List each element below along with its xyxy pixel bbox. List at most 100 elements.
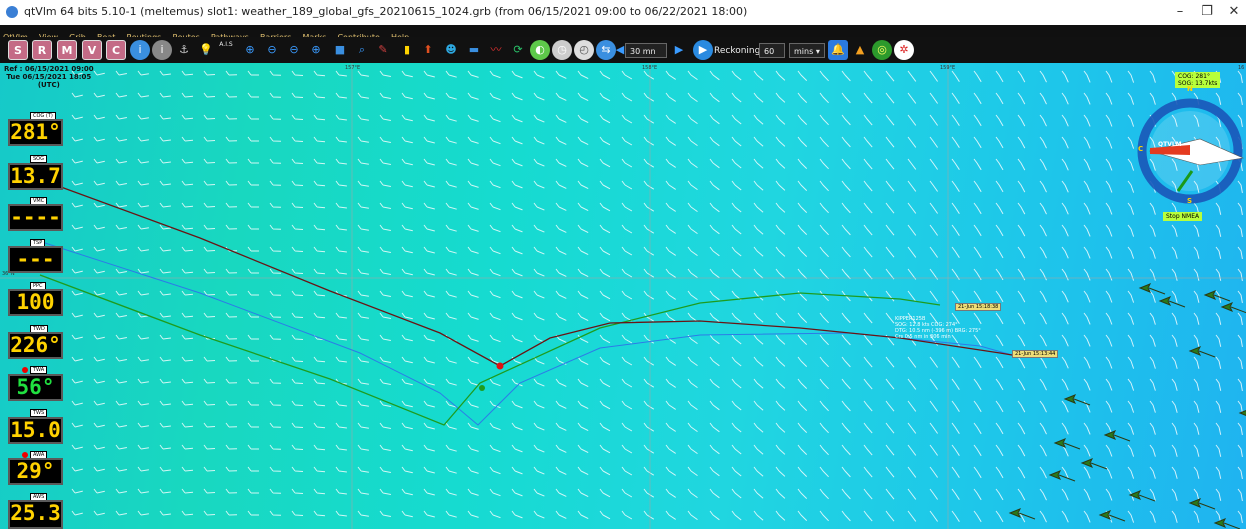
wind-barb — [621, 158, 633, 168]
time-step-select[interactable]: 30 mn ▾ — [625, 43, 667, 71]
wind-barb — [797, 180, 808, 191]
wind-barb — [511, 114, 523, 123]
zoom-in-icon[interactable]: ⊕ — [245, 43, 255, 56]
routing-button[interactable]: R — [32, 40, 52, 60]
minimize-button[interactable]: – — [1176, 4, 1184, 19]
wind-barb — [247, 444, 259, 450]
bulb-icon[interactable]: 💡 — [199, 43, 213, 56]
maximize-button[interactable]: ❐ — [1201, 4, 1213, 19]
start-button[interactable]: S — [8, 40, 28, 60]
mark-button[interactable]: M — [57, 40, 77, 60]
wind-barb — [929, 400, 939, 412]
wind-barb — [1215, 246, 1222, 259]
wind-barb — [1237, 290, 1243, 303]
wind-barb — [599, 224, 611, 234]
wind-barb — [709, 488, 720, 499]
vmc-display[interactable]: ---- — [8, 204, 63, 231]
wind-barb — [797, 92, 808, 103]
person-icon[interactable]: ☻ — [445, 43, 457, 56]
warning-icon[interactable]: ▲ — [855, 43, 865, 56]
map-canvas[interactable]: 157°E 158°E 159°E 16 36°N COG: 281° SOG:… — [0, 63, 1246, 529]
wind-barb — [885, 158, 895, 170]
zoom-fit-icon[interactable]: ⊖ — [289, 43, 299, 56]
stop-nmea-button[interactable]: Stop NMEA — [1163, 212, 1203, 221]
reckoning-spinbox[interactable]: 60 ⬍ — [759, 43, 785, 71]
tws-display[interactable]: 15.0 — [8, 417, 63, 444]
select-area-icon[interactable]: ■ — [334, 43, 346, 56]
wind-barb — [511, 488, 523, 497]
watch-icon[interactable]: ◴ — [574, 40, 594, 60]
wind-barb — [489, 70, 501, 79]
boat-icon[interactable]: ⚓ — [179, 43, 189, 56]
play-icon[interactable]: ▶ — [693, 40, 713, 60]
wind-barb — [291, 334, 304, 340]
ais-boat-icon — [1048, 470, 1076, 482]
target-icon[interactable]: ◎ — [872, 40, 892, 60]
wind-barb — [313, 268, 326, 275]
wind-barb — [577, 466, 589, 476]
step-back-icon[interactable]: ◀ — [615, 43, 625, 56]
lifebuoy-icon[interactable]: ✲ — [894, 40, 914, 60]
wind-barb — [1215, 334, 1222, 347]
route-end-label[interactable]: 21-Jun 15:13:44 — [1012, 350, 1059, 358]
wind-barb — [357, 92, 369, 99]
pencil-icon[interactable]: ✎ — [378, 43, 388, 56]
step-forward-icon[interactable]: ▶ — [674, 43, 684, 56]
wind-barb — [335, 510, 347, 517]
info-grey-icon[interactable]: i — [152, 40, 172, 60]
close-button[interactable]: ✕ — [1228, 4, 1240, 19]
wind-barb — [1127, 246, 1135, 259]
aws-display[interactable]: 25.3 — [8, 500, 63, 529]
twa-display[interactable]: 56° — [8, 374, 63, 401]
sog-display[interactable]: 13.7 — [8, 163, 63, 190]
wind-barb — [599, 334, 611, 344]
barrier-icon[interactable]: ▮ — [403, 43, 411, 56]
wind-barb — [709, 202, 720, 213]
ais-button[interactable]: A.I.S — [219, 41, 233, 48]
wind-barb — [973, 180, 982, 193]
polar-icon[interactable]: 〰 — [490, 43, 502, 56]
wind-barb — [467, 202, 479, 210]
vlm-button[interactable]: V — [82, 40, 102, 60]
wind-barb — [995, 180, 1004, 193]
wind-barb — [995, 114, 1004, 127]
route-end-label[interactable]: 21-Jun 15:18:38 — [955, 303, 1002, 311]
wind-barb — [841, 114, 851, 126]
ais-boat-icon — [1220, 302, 1246, 314]
wind-barb — [863, 114, 873, 126]
ppc-display[interactable]: 100 — [8, 289, 63, 316]
wind-barb — [247, 246, 259, 252]
wind-barb — [1193, 444, 1200, 457]
awa-display[interactable]: 29° — [8, 458, 63, 485]
search-icon[interactable]: ⌕ — [358, 43, 366, 56]
wind-barb — [665, 224, 676, 234]
info-icon[interactable]: i — [130, 40, 150, 60]
ruler-icon[interactable]: ▬ — [468, 43, 480, 56]
wind-barb — [159, 488, 171, 494]
wind-barb — [753, 334, 764, 345]
alarm-bell-icon[interactable]: 🔔 — [828, 40, 848, 60]
cog-display[interactable]: 281° — [8, 119, 63, 146]
wind-barb — [863, 334, 873, 346]
arrow-up-icon[interactable]: ⬆ — [423, 43, 433, 56]
sync-icon[interactable]: ⇆ — [596, 40, 616, 60]
twd-display[interactable]: 226° — [8, 332, 63, 359]
wind-barb — [269, 422, 282, 428]
wind-barb — [577, 158, 589, 168]
refresh-icon[interactable]: ⟳ — [513, 43, 523, 56]
wind-barb — [225, 444, 238, 450]
zoom-out-icon[interactable]: ⊖ — [267, 43, 277, 56]
wind-barb — [181, 136, 194, 142]
wind-barb — [1237, 224, 1243, 237]
wind-barb — [819, 356, 829, 368]
clock-icon[interactable]: ◷ — [552, 40, 572, 60]
zoom-all-icon[interactable]: ⊕ — [311, 43, 321, 56]
globe-icon[interactable]: ◐ — [530, 40, 550, 60]
tsp-display[interactable]: --- — [8, 246, 63, 273]
wind-barb — [291, 466, 304, 472]
wind-barb — [467, 136, 479, 144]
wind-barb — [599, 466, 611, 476]
compare-button[interactable]: C — [106, 40, 126, 60]
wind-barb — [709, 466, 720, 477]
reckoning-unit-select[interactable]: mins ▾ — [789, 43, 825, 58]
